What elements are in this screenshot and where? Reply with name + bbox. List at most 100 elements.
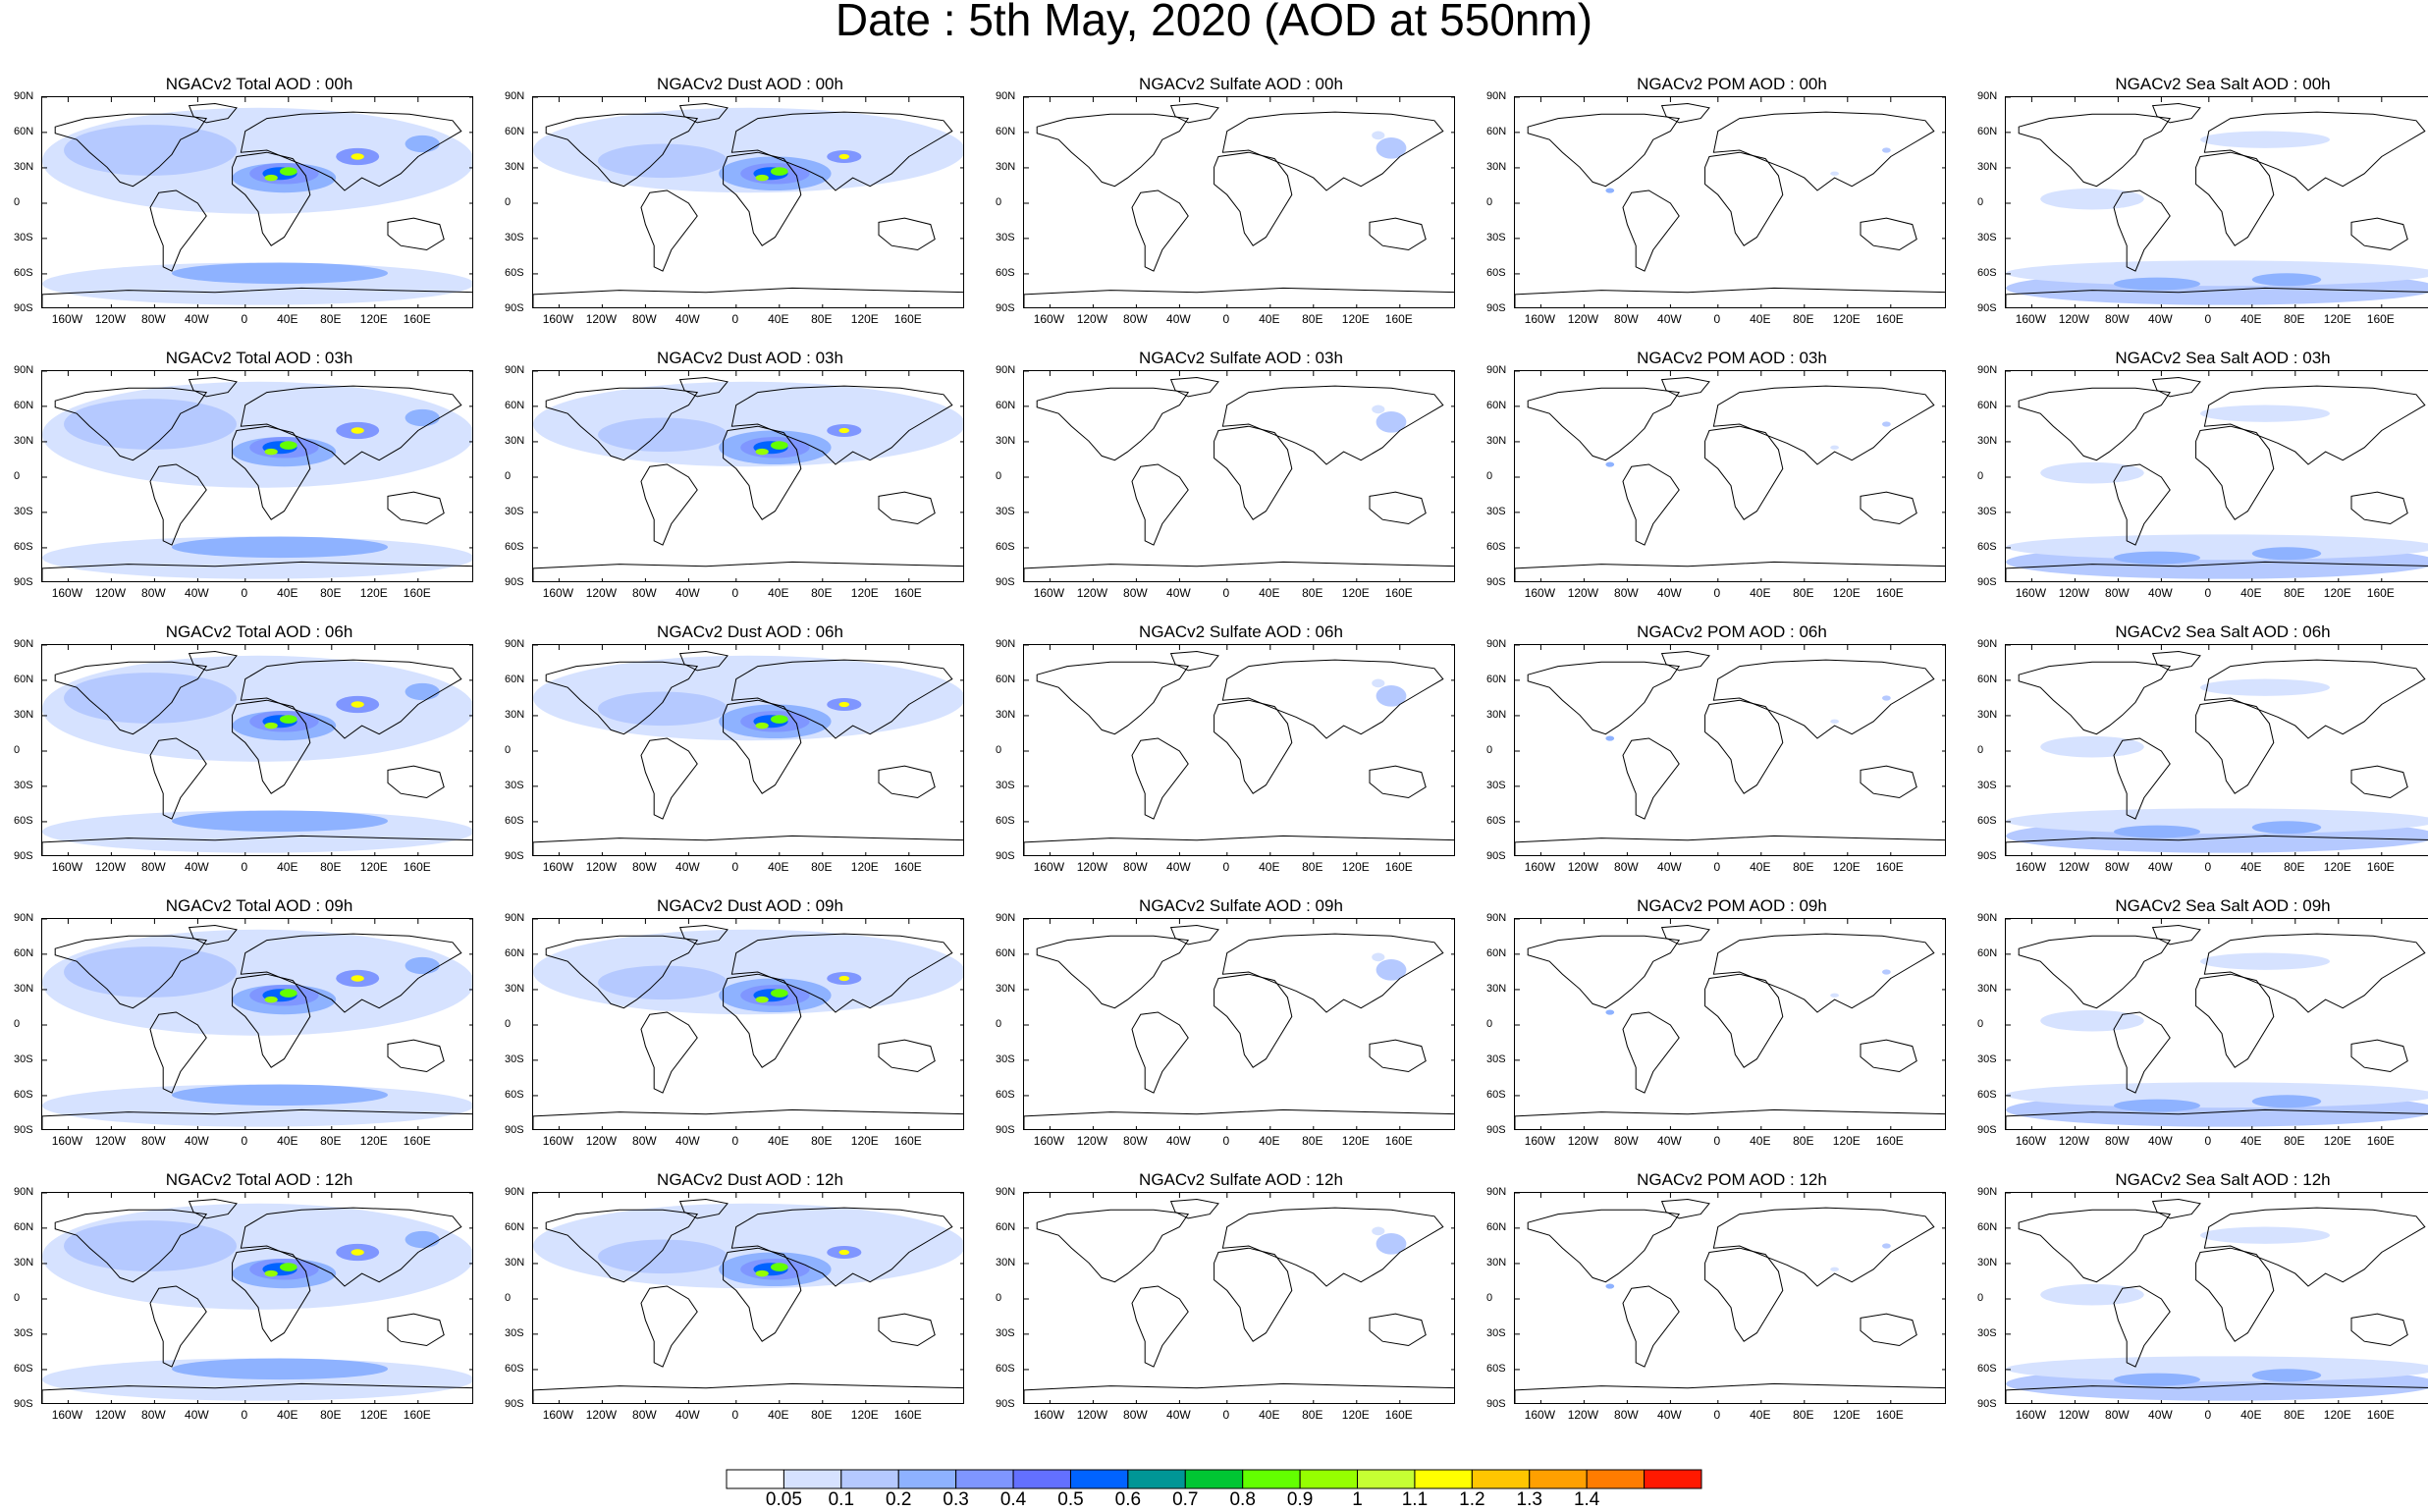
coastline: [640, 1285, 698, 1368]
latitude-tick-label: 60N: [1977, 946, 1998, 959]
coastline: [1036, 113, 1190, 188]
longitude-tick-label: 80E: [2284, 1134, 2305, 1148]
world-map: [1023, 1192, 1455, 1404]
aod-field-patch: [755, 996, 769, 1003]
latitude-tick-label: 90S: [505, 1124, 524, 1136]
colorbar-tick-label: 0.9: [1286, 1489, 1314, 1510]
latitude-tick-label: 60N: [14, 125, 34, 137]
coastline: [387, 1039, 445, 1073]
colorbar-tick-label: 1.1: [1401, 1489, 1429, 1510]
coastline: [1712, 111, 1935, 191]
coastline: [878, 765, 936, 799]
aod-field-patch: [2040, 735, 2144, 758]
world-map: [41, 96, 473, 308]
coastline: [1369, 1039, 1427, 1073]
aod-field-patch: [405, 956, 440, 975]
latitude-tick-label: 60S: [996, 540, 1015, 553]
coastline: [1704, 1247, 1784, 1342]
coastline: [1221, 111, 1444, 191]
coastline: [2203, 1207, 2426, 1287]
latitude-tick-label: 60S: [1977, 1088, 1997, 1101]
latitude-tick-label: 90N: [996, 364, 1016, 376]
coastline: [1024, 835, 1454, 855]
longitude-tick-label: 120E: [359, 1134, 388, 1148]
latitude-tick-label: 60S: [14, 1088, 33, 1101]
longitude-tick-label: 40W: [185, 586, 209, 600]
coastline: [1131, 1011, 1189, 1094]
aod-field-patch: [1882, 969, 1891, 975]
latitude-tick-label: 0: [14, 744, 21, 756]
longitude-tick-label: 120E: [2323, 1134, 2351, 1148]
latitude-tick-label: 90S: [14, 302, 33, 314]
aod-field-patch: [2006, 1356, 2428, 1382]
coastline: [2006, 1382, 2428, 1403]
map-panel-sulfate: NGACv2 Sulfate AOD : 09h 90N 60N 30N 0 30S 60S…: [996, 896, 1486, 1156]
longitude-tick-label: 160E: [1384, 860, 1413, 874]
coastline: [1169, 102, 1219, 124]
latitude-tick-label: 90N: [1977, 364, 1998, 376]
aod-field-patch: [264, 174, 278, 182]
coastline: [2018, 1209, 2172, 1283]
map-panel-total: NGACv2 Total AOD : 03h 90N 60N 30N 0 30S 60S 90…: [14, 349, 505, 608]
aod-field-patch: [405, 682, 440, 701]
latitude-tick-label: 90N: [14, 364, 34, 376]
longitude-tick-label: 160E: [1384, 1134, 1413, 1148]
latitude-tick-label: 30S: [505, 1326, 524, 1339]
latitude-tick-label: 60N: [1977, 1220, 1998, 1233]
longitude-tick-label: 80E: [320, 1408, 342, 1422]
longitude-tick-label: 160W: [51, 586, 83, 600]
coastline: [1369, 491, 1427, 525]
latitude-tick-label: 90N: [505, 90, 525, 102]
longitude-tick-label: 40W: [1657, 586, 1682, 600]
coastline: [2203, 111, 2426, 191]
longitude-tick-label: 40E: [2240, 860, 2262, 874]
latitude-tick-label: 30N: [1486, 160, 1507, 173]
aod-field-patch: [2200, 1226, 2330, 1244]
aod-field-patch: [755, 1269, 769, 1277]
longitude-tick-label: 120W: [94, 860, 127, 874]
coastline: [240, 385, 462, 465]
longitude-tick-label: 40E: [1750, 1134, 1771, 1148]
coastline: [878, 491, 936, 525]
map-panel-dust: NGACv2 Dust AOD : 09h 90N 60N 30N 0 30S 60S 90S…: [505, 896, 996, 1156]
longitude-tick-label: 0: [1713, 860, 1721, 874]
aod-field-patch: [280, 1263, 297, 1271]
coastline: [1369, 765, 1427, 799]
longitude-tick-label: 80W: [1123, 586, 1148, 600]
panel-title: NGACv2 POM AOD : 09h: [1637, 896, 1827, 915]
longitude-tick-label: 80W: [632, 860, 657, 874]
map-canvas: [42, 919, 472, 1129]
coastline: [42, 561, 472, 581]
longitude-tick-label: 40W: [1166, 860, 1191, 874]
longitude-tick-label: 80W: [1614, 586, 1639, 600]
latitude-tick-label: 30N: [1977, 982, 1998, 995]
longitude-tick-label: 120E: [1832, 860, 1861, 874]
latitude-tick-label: 30N: [996, 708, 1016, 721]
panel-title: NGACv2 Sea Salt AOD : 06h: [2115, 622, 2331, 641]
colorbar-tick-label: 1.3: [1516, 1489, 1542, 1510]
aod-field-patch: [405, 1230, 440, 1249]
coastline: [2203, 933, 2426, 1013]
aod-field-patch: [1882, 1243, 1891, 1249]
coastline: [240, 1207, 462, 1287]
longitude-tick-label: 40E: [1259, 586, 1280, 600]
aod-field-patch: [264, 1269, 278, 1277]
longitude-tick-label: 160E: [1875, 1408, 1904, 1422]
longitude-tick-label: 0: [1713, 312, 1721, 326]
longitude-tick-label: 40E: [2240, 312, 2262, 326]
map-canvas: [1024, 371, 1454, 581]
latitude-tick-label: 30S: [14, 1326, 33, 1339]
longitude-tick-label: 160E: [1384, 312, 1413, 326]
world-map: [1514, 918, 1946, 1130]
aod-field-patch: [598, 1239, 728, 1274]
map-panel-seasalt: NGACv2 Sea Salt AOD : 06h 90N 60N 30N 0 30S 60…: [1977, 622, 2428, 882]
map-panel-seasalt: NGACv2 Sea Salt AOD : 03h 90N 60N 30N 0 30S 60…: [1977, 349, 2428, 608]
longitude-tick-label: 160E: [1384, 586, 1413, 600]
latitude-tick-label: 60N: [505, 946, 525, 959]
coastline: [1221, 385, 1444, 465]
longitude-tick-label: 40E: [1750, 586, 1771, 600]
map-panel-total: NGACv2 Total AOD : 09h 90N 60N 30N 0 30S 60S 90…: [14, 896, 505, 1156]
latitude-tick-label: 0: [505, 744, 512, 756]
aod-field-patch: [1882, 147, 1891, 153]
latitude-tick-label: 0: [1977, 196, 1984, 208]
